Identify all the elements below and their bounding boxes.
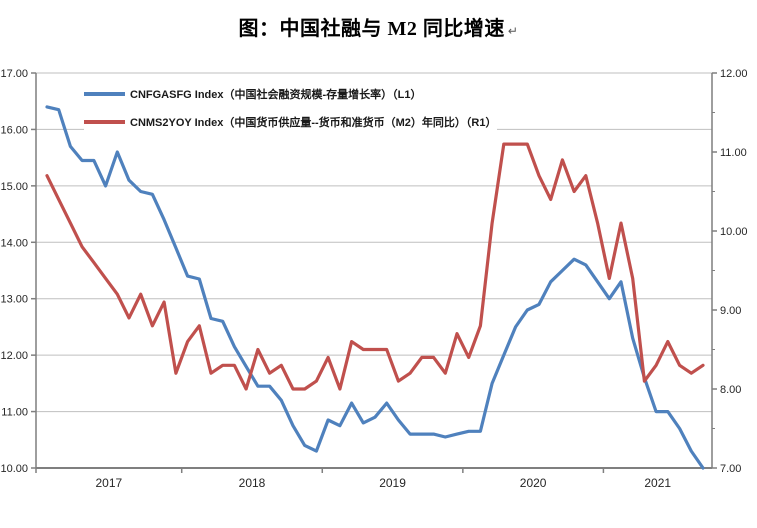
legend-item-cnfgasfg: CNFGASFG Index（中国社会融资规模-存量增长率）（L1） xyxy=(84,84,497,103)
x-axis-year-label: 2017 xyxy=(96,476,123,490)
legend-label: CNMS2YOY Index（中国货币供应量--货币和准货币（M2）年同比）（R… xyxy=(130,116,497,129)
left-axis-tick-label: 15.00 xyxy=(0,181,28,193)
x-axis-year-label: 2019 xyxy=(379,476,406,490)
legend-line-swatch-red xyxy=(84,119,125,124)
left-axis-tick-label: 10.00 xyxy=(0,463,28,475)
paragraph-mark-icon: ↵ xyxy=(507,24,519,38)
right-axis-tick-label: 10.00 xyxy=(720,226,748,238)
chart-title: 图：中国社融与 M2 同比增速 ↵ xyxy=(0,12,757,41)
left-axis-tick-label: 13.00 xyxy=(0,294,28,306)
legend: CNFGASFG Index（中国社会融资规模-存量增长率）（L1） CNMS2… xyxy=(84,84,497,140)
left-axis-tick-label: 11.00 xyxy=(1,407,28,419)
left-axis-tick-label: 14.00 xyxy=(0,237,28,249)
right-axis-tick-label: 12.00 xyxy=(720,68,748,80)
chart-title-text: 图：中国社融与 M2 同比增速 xyxy=(238,18,505,40)
left-axis-tick-label: 12.00 xyxy=(0,350,28,362)
right-axis-tick-label: 7.00 xyxy=(720,463,741,475)
legend-line-swatch-blue xyxy=(84,91,125,96)
x-axis-year-label: 2018 xyxy=(239,476,266,490)
legend-label: CNFGASFG Index（中国社会融资规模-存量增长率）（L1） xyxy=(130,88,422,101)
x-axis-year-label: 2020 xyxy=(520,476,547,490)
series-line-cnms2yoy xyxy=(45,142,705,391)
right-axis-tick-label: 9.00 xyxy=(720,305,741,317)
left-axis-tick-label: 16.00 xyxy=(0,124,28,136)
legend-item-cnms2yoy: CNMS2YOY Index（中国货币供应量--货币和准货币（M2）年同比）（R… xyxy=(84,112,497,131)
x-axis-year-label: 2021 xyxy=(644,476,671,490)
series-line-cnfgasfg xyxy=(45,105,705,470)
right-axis-tick-label: 8.00 xyxy=(720,384,741,396)
right-axis-tick-label: 11.00 xyxy=(720,147,747,159)
left-axis-tick-label: 17.00 xyxy=(0,68,28,80)
